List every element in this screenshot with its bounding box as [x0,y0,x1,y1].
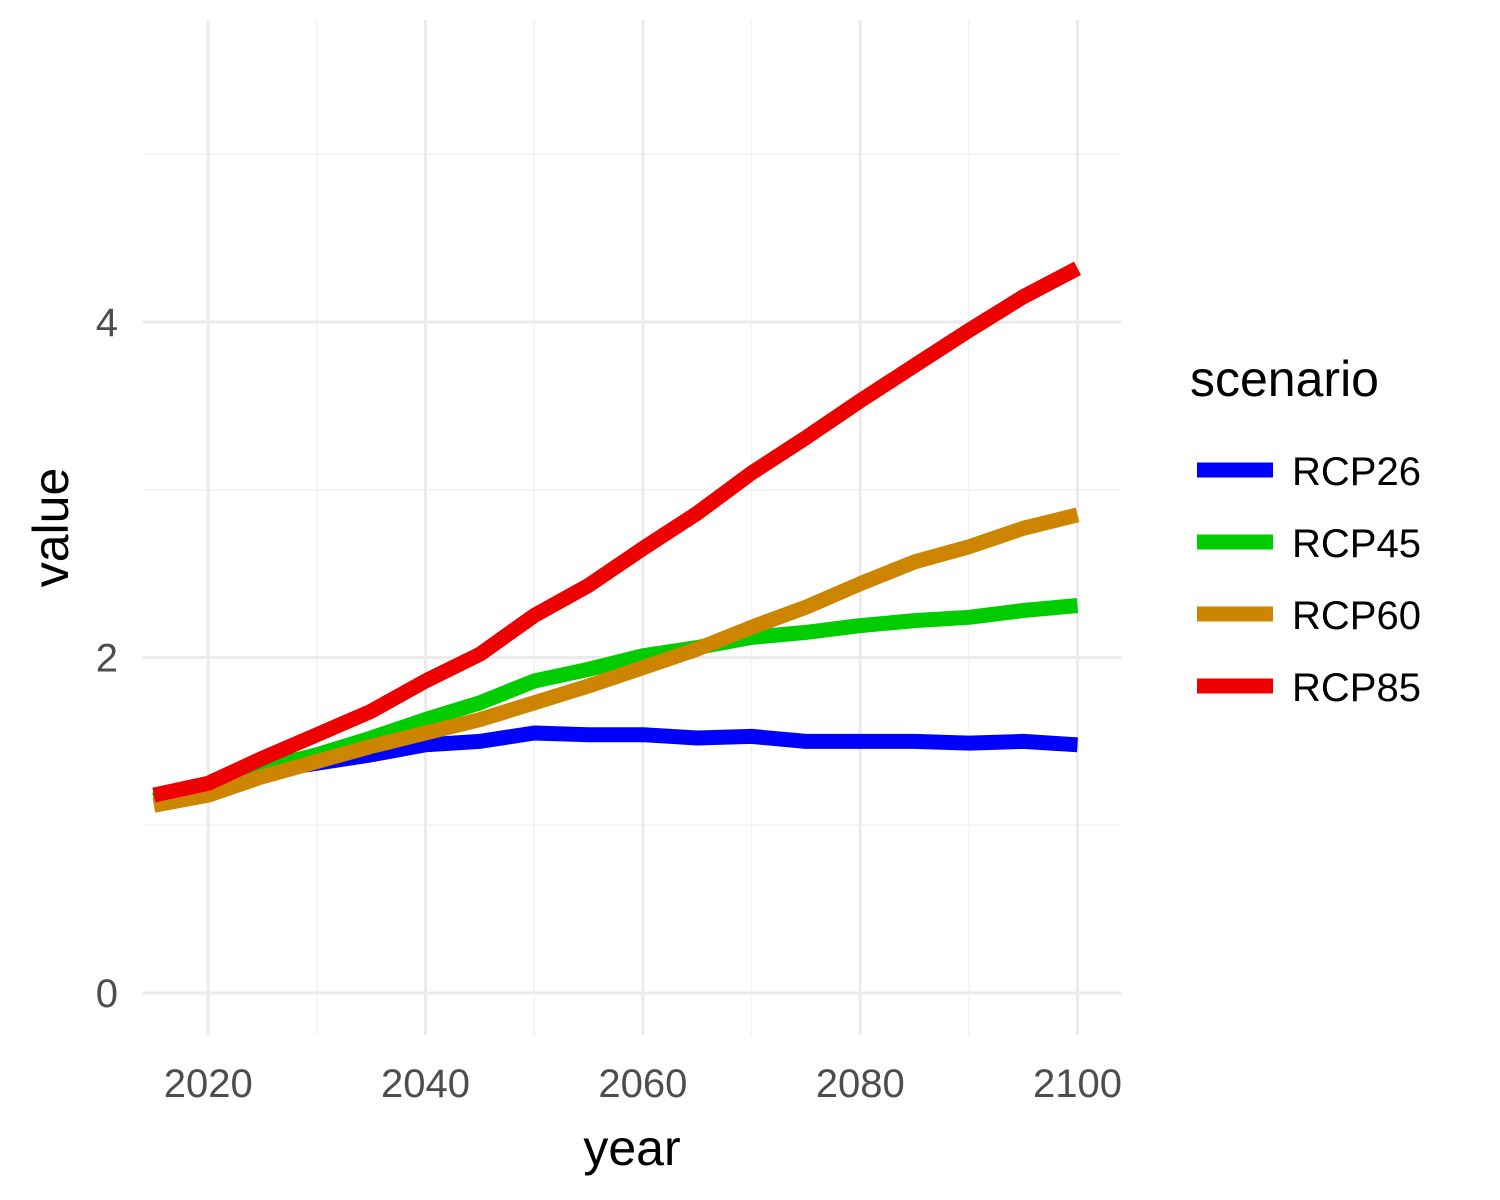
x-tick-label: 2040 [381,1062,470,1106]
series-lines [152,261,1081,813]
y-tick-label: 0 [96,972,118,1016]
x-axis-label: year [583,1120,680,1176]
y-tick-label: 2 [96,637,118,681]
x-axis-ticks: 2020 2040 2060 2080 2100 [164,1062,1122,1106]
y-axis-label: value [23,468,79,588]
legend-item-rcp85: RCP85 [1197,666,1421,710]
legend-title: scenario [1190,351,1379,407]
legend-items: RCP26 RCP45 RCP60 RCP85 [1197,450,1421,710]
series-line-rcp60 [152,507,1080,813]
x-tick-label: 2020 [164,1062,253,1106]
legend: scenario RCP26 RCP45 RCP60 RCP85 [1190,351,1421,710]
legend-label: RCP60 [1292,594,1421,638]
legend-label: RCP26 [1292,450,1421,494]
x-tick-label: 2080 [816,1062,905,1106]
x-tick-label: 2060 [598,1062,687,1106]
y-tick-label: 4 [96,301,118,345]
legend-item-rcp26: RCP26 [1197,450,1421,494]
plot-grid [143,20,1121,1035]
legend-item-rcp60: RCP60 [1197,594,1421,638]
series-line-rcp85 [152,261,1081,803]
legend-item-rcp45: RCP45 [1197,522,1421,566]
legend-label: RCP45 [1292,522,1421,566]
legend-label: RCP85 [1292,666,1421,710]
y-axis-ticks: 0 2 4 [96,301,118,1016]
x-tick-label: 2100 [1033,1062,1122,1106]
